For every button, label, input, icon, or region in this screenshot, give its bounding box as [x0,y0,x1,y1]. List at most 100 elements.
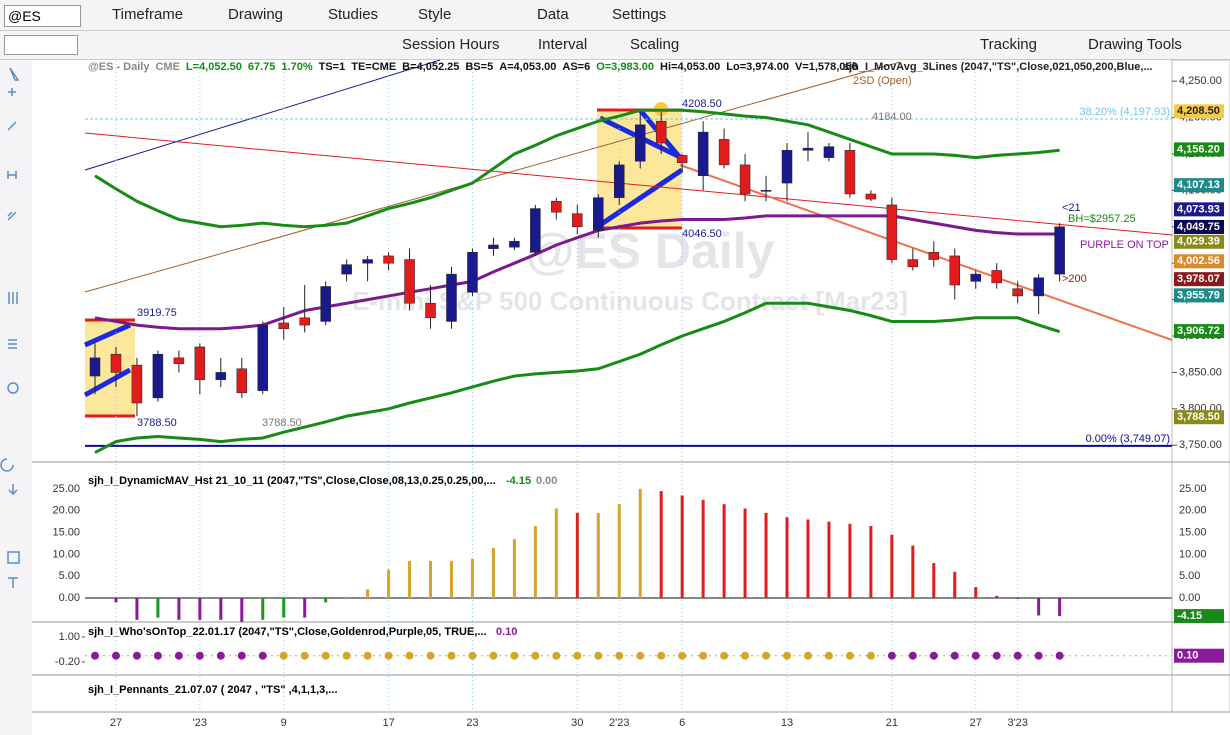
signal-dot [594,651,603,660]
toolbar-button[interactable]: Drawing Tools [1088,36,1182,53]
histogram-bar [198,598,202,620]
symbol-input[interactable]: @ES [4,5,81,27]
candle-body [404,259,415,304]
candle-body [341,264,352,275]
price-marker-label: 3,788.50 [1177,411,1220,423]
annotation: 3919.75 [137,307,177,319]
price-marker [1174,272,1224,287]
status-field: V=1,578,056 [794,61,858,73]
signal-dot [887,651,896,660]
candle-body [802,147,814,151]
price-marker-label: 4,002.56 [1177,255,1220,267]
y-tick-label: 5.00 [1179,570,1200,582]
histogram-bar [156,598,160,618]
x-tick-label: 2'23 [609,717,629,729]
price-marker-label: 4,208.50 [1177,105,1220,117]
interval-input[interactable] [4,35,78,55]
candle-body [823,146,835,158]
price-marker [1174,219,1224,234]
histogram-bar [743,508,747,598]
histogram-bar [1037,598,1041,616]
histogram-bar [240,598,244,622]
histogram-bar [114,598,118,603]
candle-body [718,139,730,166]
candle-body [425,302,436,319]
signal-dot [531,651,540,660]
toolbar-button[interactable]: Tracking [980,36,1037,53]
candle-body [760,190,772,192]
indicator-line [94,301,1061,454]
annotation: 3788.50 [262,417,302,429]
status-field: TE=CME [351,61,397,73]
histogram-bar [491,547,495,598]
y-tick-label: -0.20 [55,656,80,668]
histogram-bar [303,598,307,618]
price-marker-label: 3,906.72 [1177,325,1220,337]
signal-dot [762,651,771,660]
y-tick-label-left: 20.00 [52,505,80,517]
candle-body [278,322,289,329]
signal-dot [321,651,330,660]
signal-dot [741,651,750,660]
price-marker [1174,202,1224,217]
signal-dot [405,651,414,660]
status-field: A=4,053.00 [499,61,557,73]
signal-dot [552,651,561,660]
histogram-bar [366,589,370,598]
x-tick-label: 6 [679,717,685,729]
signal-dot [132,651,141,660]
signal-dot [803,651,812,660]
x-tick-label: 9 [281,717,287,729]
panel-title: sjh_I_Pennants_21.07.07 ( 2047 , "TS" ,4… [88,684,338,696]
toolbar-button[interactable]: Drawing [228,6,284,23]
toolbar-button[interactable]: Scaling [630,36,680,53]
status-field: AS=6 [562,61,591,73]
signal-dot [468,651,477,660]
price-marker [1174,104,1224,119]
panel-title: sjh_I_Who'sOnTop_22.01.17 (2047,"TS",Clo… [88,626,487,638]
toolbar-button[interactable]: Settings [612,6,667,23]
status-field: Hi=4,053.00 [660,61,721,73]
histogram-bar [764,512,768,598]
signal-dot [91,651,99,660]
tool-column [0,60,32,735]
histogram-bar [827,521,831,598]
panel-title: sjh_I_DynamicMAV_Hst 21_10_11 (2047,"TS"… [88,475,496,487]
signal-dot [699,651,708,660]
candle-body [949,255,961,286]
histogram-bar [533,526,537,598]
signal-dot [489,651,498,660]
panel-last: 0.10 [496,626,517,638]
annotation: 3788.50 [137,417,177,429]
histogram-bar [429,560,433,598]
toolbar-button[interactable]: Studies [328,6,379,23]
x-tick-label: 17 [382,717,394,729]
histogram-bar [722,504,726,598]
toolbar-chart [0,31,1230,60]
value-label: 0.10 [1177,650,1198,662]
x-tick-label: 23 [466,717,478,729]
toolbar-button[interactable]: Timeframe [112,6,184,23]
price-marker [1174,410,1224,425]
candle-body [215,372,227,380]
y-tick-label-left: 15.00 [52,526,80,538]
price-marker-label: 3,978.07 [1177,273,1220,285]
y-tick-label: 4,250.00 [1179,75,1222,87]
histogram-bar [890,534,894,598]
toolbar-button[interactable]: Session Hours [402,36,500,53]
annotation: 4184.00 [872,111,912,123]
toolbar-button[interactable]: Interval [538,36,588,53]
x-tick-label: 30 [571,717,583,729]
price-marker [1174,178,1224,193]
toolbar-button[interactable]: Data [537,6,569,23]
histogram-bar [995,595,999,598]
candle-body [236,368,248,394]
signal-dot [384,651,393,660]
toolbar-button[interactable]: Style [418,6,452,23]
annotation: >200 [1062,273,1087,285]
histogram-bar [449,560,453,598]
x-tick-label: 13 [781,717,793,729]
indicator-line [94,108,1060,229]
panel-prev: 0.00 [536,475,557,487]
y-tick-label-left: 10.00 [52,548,80,560]
